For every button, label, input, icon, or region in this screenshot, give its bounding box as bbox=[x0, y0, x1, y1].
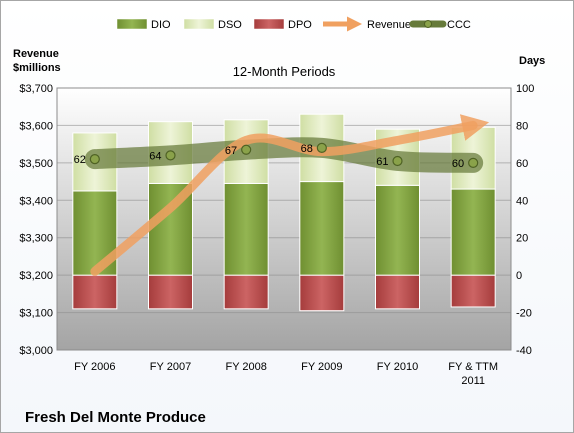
category-label: FY 2006 bbox=[74, 361, 115, 373]
legend-label-ccc: CCC bbox=[447, 19, 471, 31]
legend-label-revenue: Revenue bbox=[367, 19, 411, 31]
right-axis-title: Days bbox=[519, 55, 545, 67]
left-axis-title-line1: Revenue bbox=[13, 48, 59, 60]
ccc-point bbox=[392, 155, 403, 167]
ccc-point bbox=[89, 154, 100, 165]
left-tick-label: $3,400 bbox=[19, 195, 53, 207]
left-tick-label: $3,100 bbox=[19, 308, 53, 320]
legend-swatch-dpo bbox=[253, 18, 285, 30]
bar-dpo bbox=[72, 274, 118, 310]
left-tick-label: $3,300 bbox=[19, 233, 53, 245]
right-tick-label: 60 bbox=[516, 158, 528, 170]
ccc-line bbox=[84, 137, 484, 173]
legend-label-dpo: DPO bbox=[288, 19, 312, 31]
ccc-data-label: 68 bbox=[301, 143, 313, 155]
legend-label-dso: DSO bbox=[218, 19, 242, 31]
ccc-point bbox=[316, 142, 327, 153]
bar-dio bbox=[299, 181, 345, 276]
lines: 62 64 67 68 61 60 bbox=[74, 114, 490, 276]
ccc-data-label: 64 bbox=[149, 150, 161, 162]
right-tick-label: 0 bbox=[516, 270, 522, 282]
right-tick-label: 20 bbox=[516, 233, 528, 245]
right-tick-label: 80 bbox=[516, 120, 528, 132]
left-tick-label: $3,000 bbox=[19, 345, 53, 357]
bar-dpo bbox=[450, 274, 496, 308]
left-tick-label: $3,200 bbox=[19, 270, 53, 282]
bar-dpo bbox=[223, 274, 269, 310]
category-label: 2011 bbox=[461, 375, 485, 387]
category-label: FY 2008 bbox=[225, 361, 266, 373]
left-axis-title-line2: $millions bbox=[13, 62, 61, 74]
legend-swatch-ccc-marker bbox=[424, 20, 432, 28]
ccc-data-label: 60 bbox=[452, 158, 464, 170]
bar-dpo bbox=[299, 274, 345, 312]
legend-swatch-dso bbox=[183, 18, 215, 30]
bar-dio bbox=[223, 182, 269, 276]
category-label: FY 2007 bbox=[150, 361, 191, 373]
bar-dpo bbox=[148, 274, 193, 310]
legend: DIO DSO DPO Revenue CCC bbox=[116, 16, 471, 32]
ccc-data-label: 61 bbox=[376, 156, 388, 168]
category-label: FY 2010 bbox=[377, 361, 418, 373]
revenue-line bbox=[90, 114, 490, 276]
chart-title: 12-Month Periods bbox=[233, 64, 336, 79]
legend-label-dio: DIO bbox=[151, 19, 171, 31]
left-tick-label: $3,500 bbox=[19, 158, 53, 170]
right-tick-label: 40 bbox=[516, 195, 528, 207]
ccc-data-label: 67 bbox=[225, 145, 237, 157]
left-tick-label: $3,700 bbox=[19, 83, 53, 95]
ccc-point bbox=[468, 157, 479, 168]
right-tick-label: -40 bbox=[516, 345, 532, 357]
right-tick-label: -20 bbox=[516, 308, 532, 320]
category-label: FY 2009 bbox=[301, 361, 342, 373]
left-tick-label: $3,600 bbox=[19, 120, 53, 132]
bar-dio bbox=[375, 184, 420, 276]
ccc-point bbox=[241, 144, 252, 155]
company-name: Fresh Del Monte Produce bbox=[25, 409, 206, 426]
ccc-point bbox=[165, 150, 176, 161]
ccc-data-label: 62 bbox=[74, 154, 86, 166]
bar-dpo bbox=[375, 274, 420, 310]
bar-dio bbox=[450, 188, 496, 276]
legend-swatch-dio bbox=[116, 18, 148, 30]
right-tick-label: 100 bbox=[516, 83, 534, 95]
axes: $3,000 $3,100 $3,200 $3,300 $3,400 $3,500 $3,6… bbox=[19, 83, 534, 387]
category-label: FY & TTM bbox=[448, 361, 498, 373]
